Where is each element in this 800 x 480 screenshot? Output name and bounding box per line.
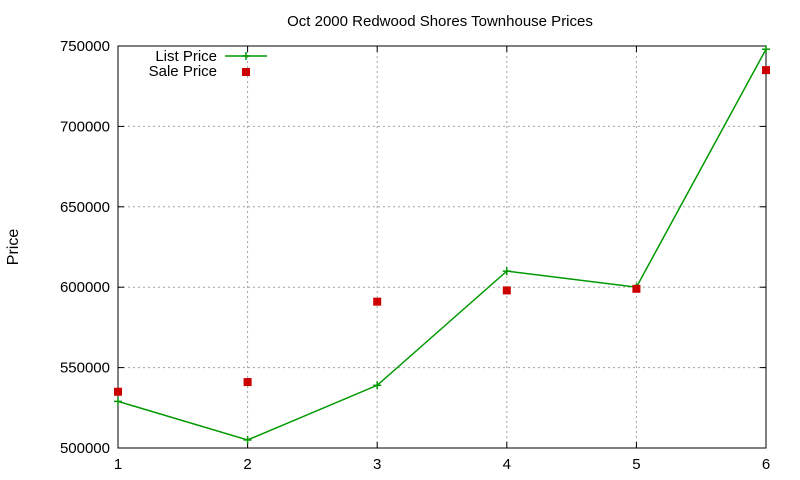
series-layer: [114, 45, 770, 444]
chart-title: Oct 2000 Redwood Shores Townhouse Prices: [287, 13, 593, 30]
data-point-sale-price: [373, 297, 382, 306]
legend-square-marker: [242, 68, 250, 76]
legend: List Price Sale Price: [149, 48, 267, 80]
legend-marker-sale-price: [242, 68, 250, 76]
y-tick-label: 750000: [60, 38, 110, 55]
legend-plus-marker: [242, 52, 250, 60]
legend-label-list-price: List Price: [155, 48, 217, 65]
y-tick-label: 550000: [60, 360, 110, 377]
grid-lines: [118, 46, 766, 448]
x-tick-label: 2: [243, 456, 251, 473]
data-point-list-price: [502, 267, 511, 276]
data-point-list-price: [243, 435, 252, 444]
legend-marker-list-price: [242, 52, 250, 60]
plot-frame: [117, 45, 767, 449]
x-tick-label: 6: [762, 456, 770, 473]
y-axis-label: Price: [5, 229, 22, 266]
y-tick-label: 650000: [60, 199, 110, 216]
x-tick-labels: 1 2 3 4 5 6: [114, 456, 770, 473]
y-tick-labels: 500000 550000 600000 650000 700000 750000: [60, 38, 110, 457]
legend-label-sale-price: Sale Price: [149, 63, 217, 80]
data-point-sale-price: [114, 387, 122, 396]
y-tick-label: 500000: [60, 440, 110, 457]
x-tick-label: 4: [503, 456, 511, 473]
data-point-list-price: [114, 397, 122, 406]
series-line-list-price: [117, 48, 767, 441]
y-tick-label: 600000: [60, 279, 110, 296]
axis-ticks: [117, 45, 767, 449]
data-point-sale-price: [243, 378, 252, 387]
data-point-sale-price: [632, 284, 641, 293]
data-point-list-price: [373, 381, 382, 390]
data-point-sale-price: [502, 286, 511, 295]
data-point-sale-price: [762, 66, 770, 75]
y-tick-label: 700000: [60, 118, 110, 135]
data-point-list-price: [762, 45, 770, 54]
x-tick-label: 3: [373, 456, 381, 473]
x-tick-label: 5: [632, 456, 640, 473]
x-tick-label: 1: [114, 456, 122, 473]
